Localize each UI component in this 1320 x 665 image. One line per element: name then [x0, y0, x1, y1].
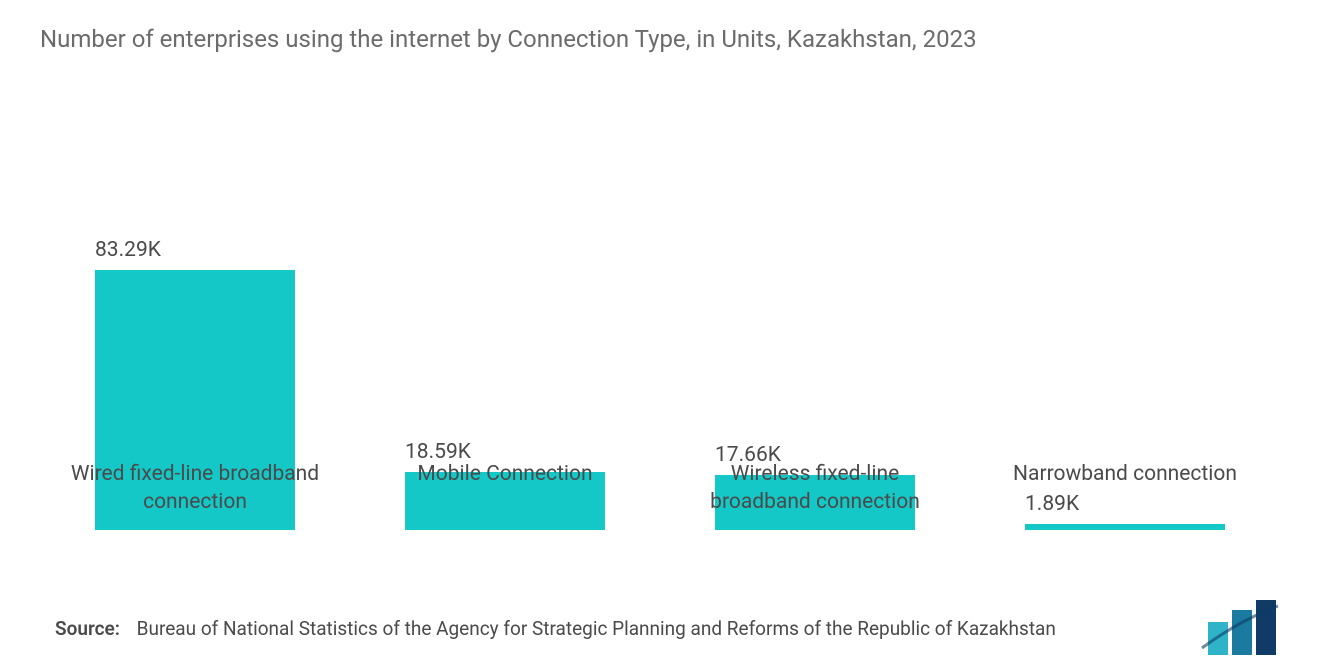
- bar-group: 1.89K: [985, 524, 1265, 530]
- bar: [1025, 524, 1225, 530]
- source-text: Bureau of National Statistics of the Age…: [137, 617, 1056, 640]
- bar-value-label: 83.29K: [95, 238, 161, 262]
- source-line: Source: Bureau of National Statistics of…: [55, 617, 1320, 640]
- watermark-logo: [1200, 600, 1320, 655]
- chart-title: Number of enterprises using the internet…: [40, 25, 1280, 53]
- category-label: Wired fixed-line broadband connection: [55, 460, 335, 517]
- category-label: Narrowband connection: [985, 460, 1265, 517]
- category-label: Wireless fixed-line broadband connection: [675, 460, 955, 517]
- source-label: Source:: [55, 617, 120, 640]
- category-axis: Wired fixed-line broadband connection Mo…: [40, 460, 1280, 517]
- category-label: Mobile Connection: [365, 460, 645, 517]
